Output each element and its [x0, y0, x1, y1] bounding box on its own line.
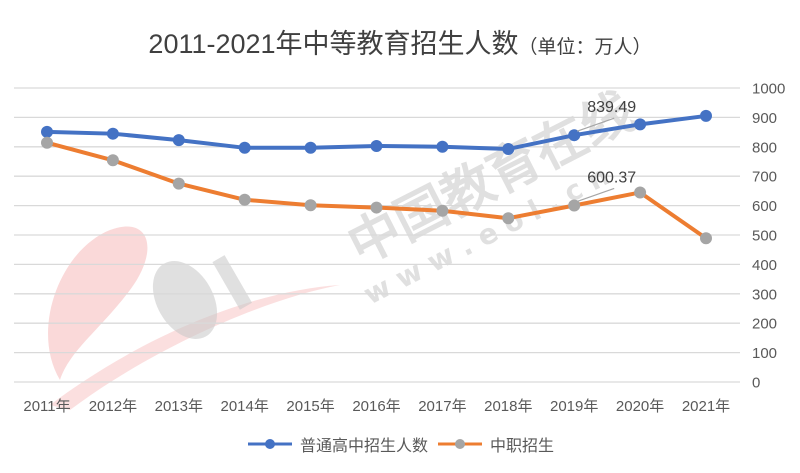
x-tick-label: 2014年 — [221, 398, 269, 415]
label-leader-line — [577, 117, 615, 132]
y-tick-label: 700 — [752, 169, 777, 186]
legend-label: 中职招生 — [490, 438, 555, 455]
legend-label: 普通高中招生人数 — [299, 438, 428, 455]
data-point[interactable] — [700, 232, 712, 245]
data-label: 600.37 — [587, 169, 636, 186]
data-point[interactable] — [370, 139, 383, 152]
y-tick-label: 400 — [752, 257, 777, 274]
legend-line-marker-icon — [247, 439, 292, 449]
y-tick-label: 900 — [752, 110, 777, 127]
y-tick-label: 0 — [752, 375, 760, 392]
x-tick-label: 2012年 — [89, 398, 137, 415]
data-point[interactable] — [41, 125, 53, 138]
data-point[interactable] — [41, 136, 53, 149]
y-axis: 0 100 200 300 400 500 600 700 800 900 1000 — [752, 81, 785, 392]
x-tick-label: 2016年 — [352, 398, 400, 415]
x-tick-label: 2011年 — [23, 398, 70, 415]
data-point[interactable] — [634, 186, 647, 199]
data-point[interactable] — [172, 177, 185, 190]
data-point[interactable] — [436, 204, 449, 217]
series-group — [41, 109, 712, 245]
y-tick-label: 600 — [752, 198, 777, 215]
data-point[interactable] — [502, 142, 515, 155]
data-point[interactable] — [370, 201, 383, 214]
y-tick-label: 200 — [752, 316, 777, 333]
legend: 普通高中招生人数 中职招生 — [0, 432, 800, 456]
x-tick-label: 2020年 — [616, 398, 664, 415]
data-label: 839.49 — [587, 99, 636, 116]
data-point[interactable] — [238, 141, 251, 154]
watermark-logo-o-icon — [152, 261, 218, 339]
data-point[interactable] — [700, 109, 712, 122]
data-point[interactable] — [436, 140, 449, 153]
watermark: 中国教育在线 w w w . e o l . c n — [48, 81, 644, 410]
legend-item-vocational[interactable]: 中职招生 — [436, 432, 554, 456]
x-tick-label: 2017年 — [418, 398, 466, 415]
y-tick-label: 800 — [752, 139, 777, 156]
data-labels: 839.49 600.37 — [577, 99, 636, 203]
data-point[interactable] — [172, 134, 185, 147]
x-tick-label: 2019年 — [550, 398, 598, 415]
y-tick-label: 500 — [752, 228, 777, 245]
legend-item-high-school[interactable]: 普通高中招生人数 — [246, 432, 428, 456]
legend-line-marker-icon — [438, 439, 482, 449]
data-point[interactable] — [634, 118, 647, 131]
data-point[interactable] — [568, 129, 581, 142]
data-point[interactable] — [502, 212, 515, 225]
x-tick-label: 2013年 — [155, 398, 203, 415]
x-tick-label: 2015年 — [286, 398, 334, 415]
chart-title: 2011-2021年中等教育招生人数（单位：万人） — [0, 22, 800, 61]
data-point[interactable] — [106, 127, 119, 140]
data-point[interactable] — [304, 141, 317, 154]
chart-title-unit: （单位：万人） — [518, 37, 652, 58]
data-point[interactable] — [304, 199, 317, 212]
data-point[interactable] — [238, 193, 251, 206]
data-point[interactable] — [106, 154, 119, 167]
data-point[interactable] — [568, 199, 581, 212]
x-axis: 2011年 2012年 2013年 2014年 2015年 2016年 2017年 2018年… — [23, 398, 730, 415]
chart-title-main: 2011-2021年中等教育招生人数 — [148, 29, 519, 59]
x-tick-label: 2021年 — [682, 398, 730, 415]
y-tick-label: 100 — [752, 345, 777, 362]
label-leader-line — [577, 187, 615, 203]
y-tick-label: 1000 — [752, 81, 785, 98]
y-tick-label: 300 — [752, 286, 777, 303]
x-tick-label: 2018年 — [484, 398, 532, 415]
